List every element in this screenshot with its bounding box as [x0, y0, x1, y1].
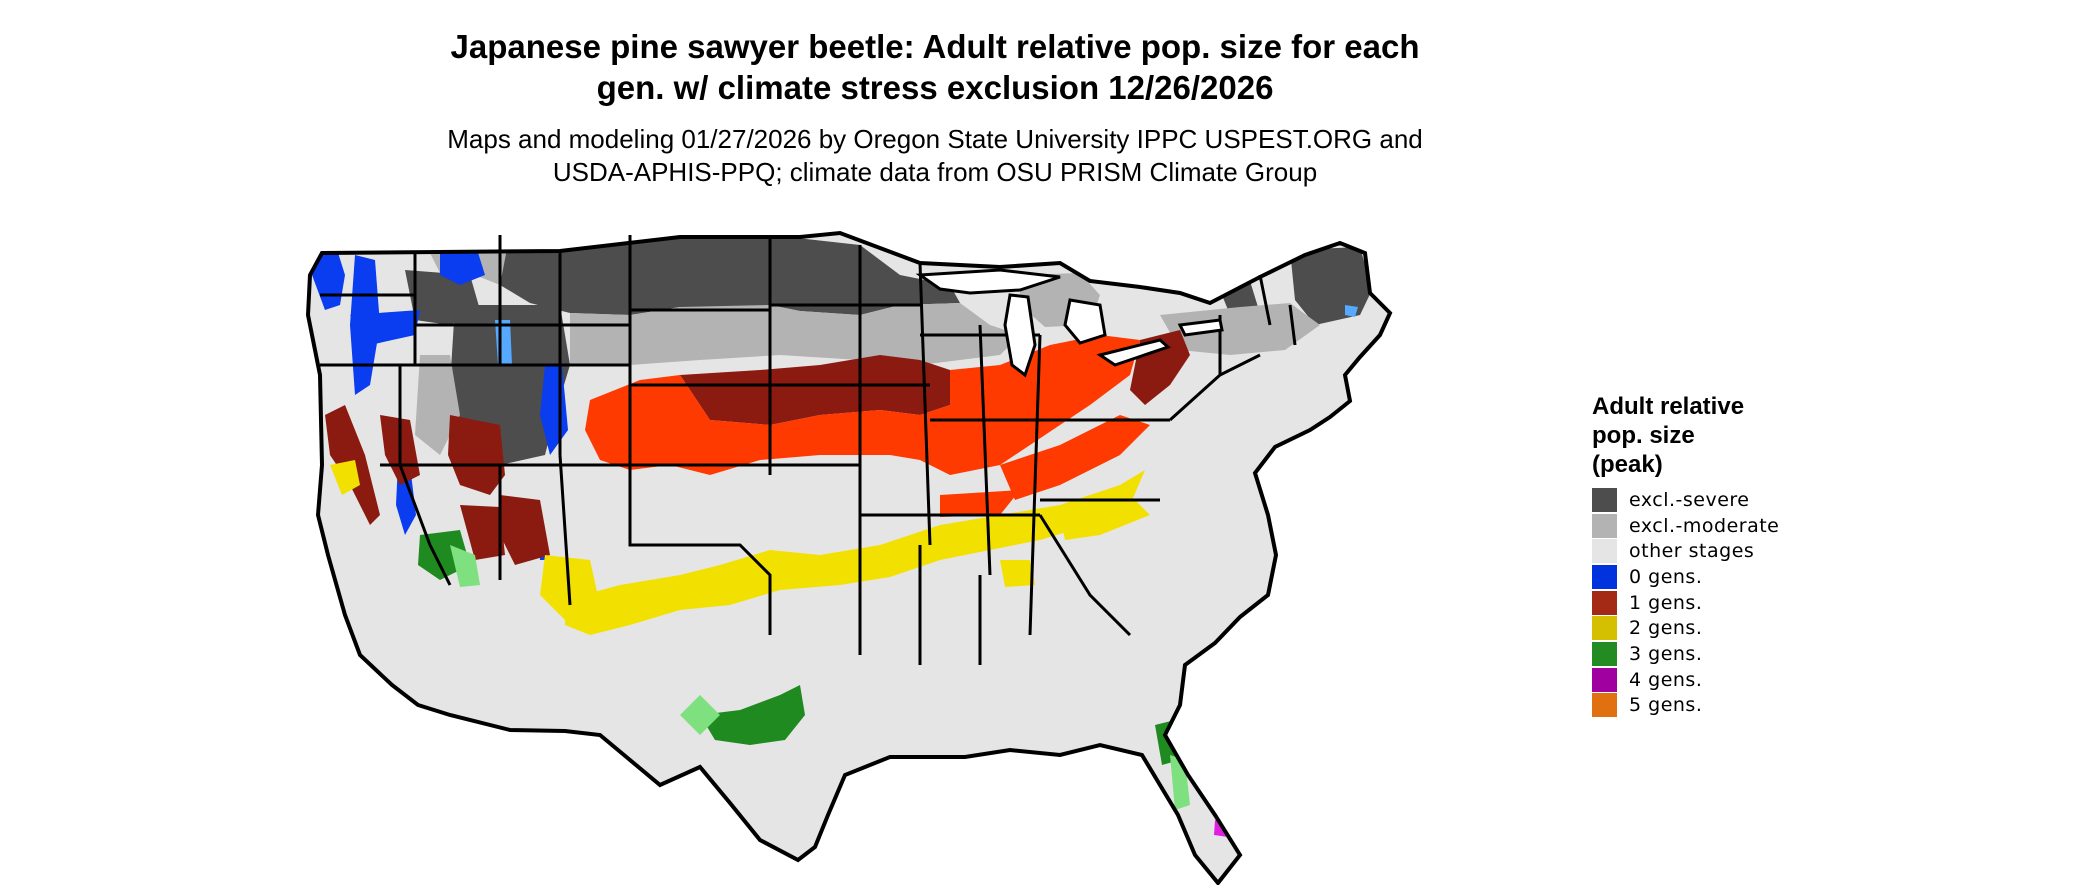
legend-title-line1: Adult relative — [1592, 393, 1745, 420]
region-gen0-light-ne — [1345, 305, 1358, 317]
state-border-horizontal-north — [320, 293, 1040, 337]
legend-item: 2 gens. — [1592, 615, 1779, 641]
lake-ontario — [1177, 318, 1224, 337]
region-excl-moderate-plains — [570, 303, 1020, 365]
legend-swatch — [1592, 487, 1617, 512]
legend: Adult relative pop. size (peak) excl.-se… — [1592, 392, 1779, 718]
region-gen3-light-tx — [680, 695, 720, 735]
great-lakes — [915, 268, 1224, 378]
region-excl-severe-maine — [1290, 247, 1372, 325]
legend-item: 1 gens. — [1592, 590, 1779, 616]
legend-swatch — [1592, 564, 1617, 589]
legend-item: 0 gens. — [1592, 564, 1779, 590]
legend-label: excl.-moderate — [1629, 514, 1780, 537]
legend-label: 1 gens. — [1629, 591, 1703, 614]
legend-item: excl.-severe — [1592, 487, 1779, 513]
legend-label: 0 gens. — [1629, 565, 1703, 588]
region-excl-moderate-west — [415, 355, 460, 455]
state-border-west-vertical — [413, 235, 862, 515]
legend-title: Adult relative pop. size (peak) — [1592, 392, 1779, 479]
region-gen1-va — [1000, 415, 1150, 500]
legend-label: excl.-severe — [1629, 488, 1750, 511]
lake-michigan — [1003, 293, 1037, 378]
region-gen1-nm — [500, 495, 550, 565]
model-regions — [312, 233, 1372, 837]
region-gen1-midwest-core — [680, 355, 950, 425]
state-border-texas — [628, 465, 772, 635]
region-gen1-tn — [940, 490, 1020, 517]
legend-item: excl.-moderate — [1592, 513, 1779, 539]
legend-item: other stages — [1592, 538, 1779, 564]
map-title: Japanese pine sawyer beetle: Adult relat… — [0, 26, 1870, 108]
lake-erie — [1096, 338, 1171, 367]
map-title-line2: gen. w/ climate stress exclusion 12/26/2… — [596, 69, 1274, 106]
legend-swatch — [1592, 539, 1617, 564]
legend-label: 5 gens. — [1629, 694, 1703, 717]
region-gen3-tx-coast — [700, 685, 805, 745]
state-border-se — [858, 514, 1132, 665]
region-gen1-az — [460, 505, 505, 560]
region-excl-severe-plains — [500, 233, 770, 315]
map-title-line1: Japanese pine sawyer beetle: Adult relat… — [450, 28, 1420, 65]
region-gen2-fl — [1000, 560, 1035, 587]
region-gen2-carolina — [1060, 495, 1150, 540]
state-border-horizontal-mid — [320, 363, 1170, 422]
legend-swatch — [1592, 513, 1617, 538]
legend-item: 3 gens. — [1592, 641, 1779, 667]
state-border-ne — [1168, 274, 1297, 422]
state-border-mid-vertical — [918, 262, 1042, 636]
legend-swatch — [1592, 641, 1617, 666]
legend-label: other stages — [1629, 540, 1755, 563]
region-gen2-south-belt — [565, 470, 1145, 635]
legend-title-line3: (peak) — [1592, 451, 1663, 478]
legend-swatch — [1592, 616, 1617, 641]
us-map — [305, 230, 1393, 885]
region-excl-severe-lakes — [770, 235, 960, 315]
legend-label: 4 gens. — [1629, 668, 1703, 691]
region-gen1-utah — [448, 415, 505, 495]
legend-title-line2: pop. size — [1592, 422, 1695, 449]
state-border-horizontal-south — [380, 463, 1160, 517]
map-subtitle-line1: Maps and modeling 01/27/2026 by Oregon S… — [447, 124, 1423, 154]
region-excl-moderate-ne — [1160, 303, 1320, 355]
us-national-border — [305, 230, 1393, 885]
legend-items: excl.-severe excl.-moderate other stages 0 … — [1592, 487, 1779, 718]
legend-swatch — [1592, 693, 1617, 718]
legend-item: 5 gens. — [1592, 693, 1779, 719]
legend-label: 2 gens. — [1629, 617, 1703, 640]
legend-swatch — [1592, 667, 1617, 692]
region-gen3-light-az — [450, 545, 480, 587]
map-subtitle-line2: USDA-APHIS-PPQ; climate data from OSU PR… — [552, 157, 1318, 187]
legend-item: 4 gens. — [1592, 667, 1779, 693]
map-subtitle: Maps and modeling 01/27/2026 by Oregon S… — [0, 123, 1870, 189]
lake-superior — [915, 268, 1061, 295]
state-borders — [320, 235, 1297, 665]
legend-swatch — [1592, 590, 1617, 615]
region-gen2-ca-coast — [330, 460, 360, 495]
region-gen1-central-belt — [585, 335, 1140, 475]
lake-huron — [1063, 298, 1107, 345]
region-gen0-oregon — [350, 310, 420, 345]
legend-label: 3 gens. — [1629, 642, 1703, 665]
state-border-sw — [398, 365, 572, 606]
